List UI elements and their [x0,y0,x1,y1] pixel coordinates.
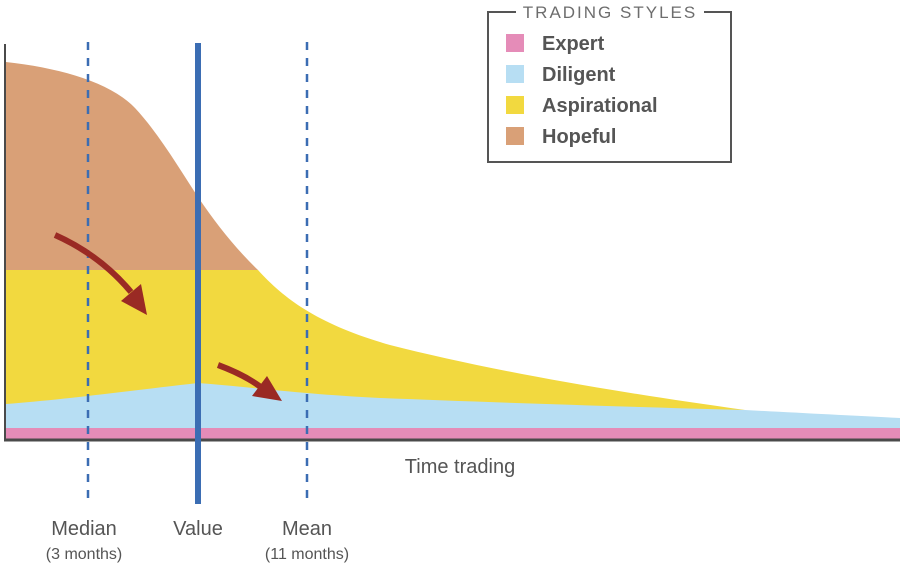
median-sublabel: (3 months) [46,546,122,563]
diligent-area [6,383,900,428]
mean-label: Mean [282,518,332,540]
transition-arrow-aspirational-to-diligent [216,362,282,401]
legend-title: TRADING STYLES [523,3,697,22]
legend-label-aspirational: Aspirational [542,95,658,117]
legend: TRADING STYLES Expert Diligent Aspiratio… [487,0,732,163]
legend-label-diligent: Diligent [542,64,616,86]
value-label: Value [173,518,223,540]
x-axis-label: Time trading [405,456,515,478]
hopeful-area [6,62,258,270]
legend-swatch-expert [506,34,524,52]
transition-arrow-hopeful-to-aspirational [53,232,147,315]
median-label: Median [51,518,117,540]
legend-label-hopeful: Hopeful [542,126,616,148]
legend-title-backdrop [516,0,704,24]
expert-band [6,428,900,440]
legend-label-expert: Expert [542,33,605,55]
legend-swatch-diligent [506,65,524,83]
legend-swatch-hopeful [506,127,524,145]
mean-sublabel: (11 months) [265,546,349,563]
legend-swatch-aspirational [506,96,524,114]
aspirational-area [6,270,745,410]
